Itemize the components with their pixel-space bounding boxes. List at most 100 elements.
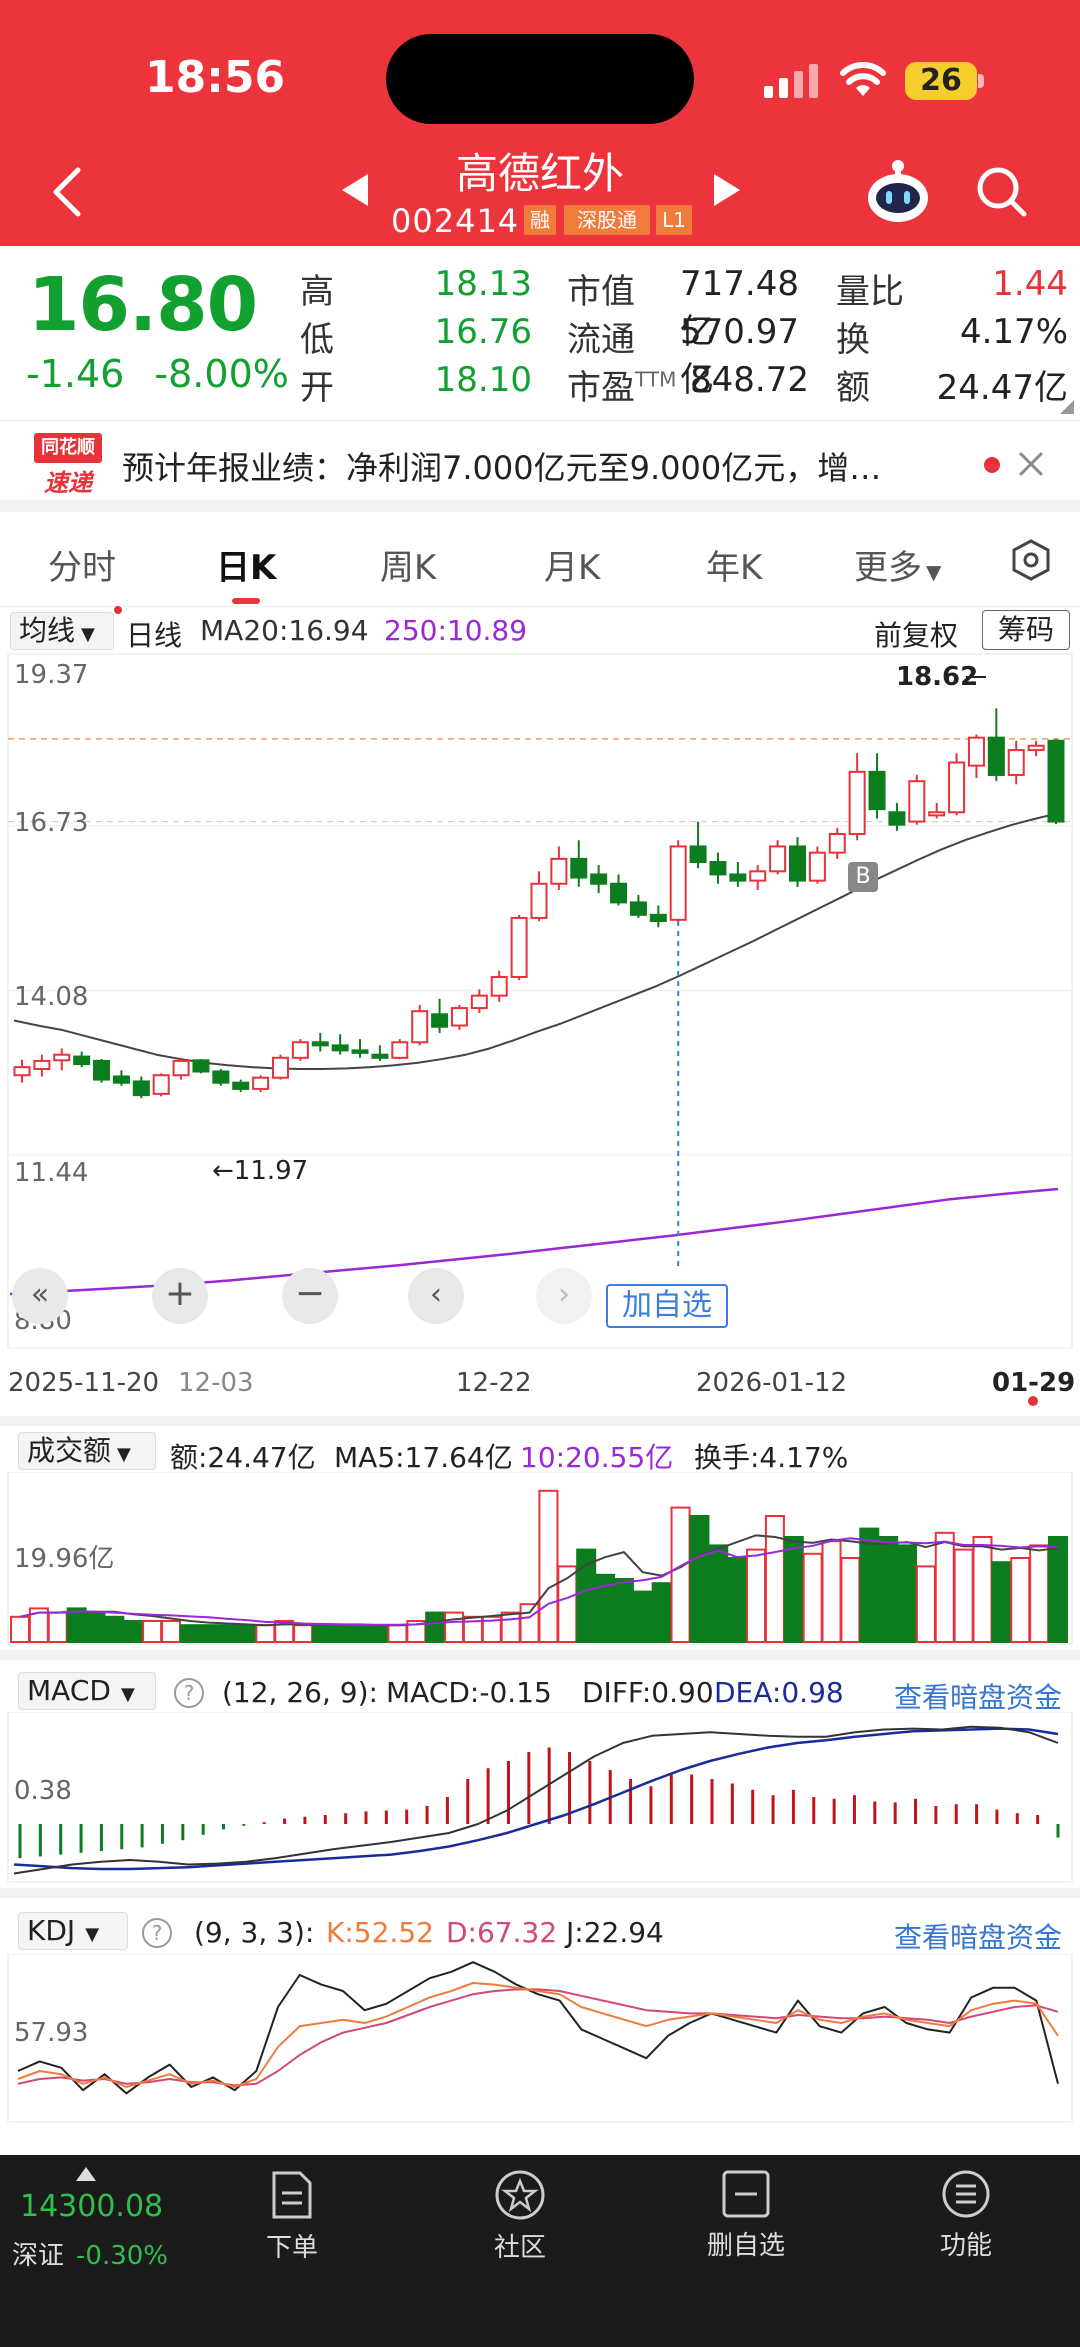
adjust-mode[interactable]: 前复权	[874, 619, 959, 652]
tab-more[interactable]: 更多 ▼	[854, 540, 941, 589]
candle-body	[13, 1066, 31, 1077]
dea-line	[13, 1727, 1059, 1871]
index-name[interactable]: 深证 -0.30%	[12, 2235, 168, 2272]
help-icon[interactable]: ?	[174, 1678, 204, 1708]
kdj-selector[interactable]: KDJ ▼	[18, 1912, 128, 1950]
candle-body	[888, 811, 906, 826]
volume-bar	[859, 1527, 880, 1643]
news-text[interactable]: 预计年报业绩：净利润7.000亿元至9.000亿元，增…	[122, 449, 882, 487]
next-stock-icon[interactable]	[712, 172, 742, 208]
index-change: -0.30%	[76, 2241, 168, 2271]
max-price-label: 18.62	[896, 662, 979, 692]
kline-chart[interactable]	[0, 650, 1080, 1360]
candle-body	[828, 833, 846, 854]
candle-body	[371, 1053, 389, 1059]
candle-body	[73, 1055, 91, 1066]
low-value: 16.76	[434, 312, 532, 352]
candle-body	[948, 761, 966, 814]
candle-body	[192, 1059, 210, 1073]
candle-body	[152, 1074, 170, 1095]
float-label: 流通	[567, 320, 635, 360]
news-ticker[interactable]: 同花顺 速递 预计年报业绩：净利润7.000亿元至9.000亿元，增…	[0, 420, 1080, 512]
high-label: 高	[300, 272, 334, 312]
macd-selector[interactable]: MACD ▼	[18, 1672, 156, 1710]
y-label-3: 14.08	[14, 982, 89, 1012]
scroll-left-icon[interactable]: ‹	[408, 1268, 464, 1324]
nav-remove-watchlist[interactable]: 删自选	[666, 2155, 826, 2262]
add-watchlist-button[interactable]: 加自选	[606, 1284, 728, 1328]
dark-pool-link[interactable]: 查看暗盘资金	[894, 1681, 1063, 1714]
volume-bar	[123, 1620, 144, 1643]
candle-body	[629, 901, 647, 916]
indicator-selector[interactable]: 均线 ▼	[10, 612, 114, 650]
volume-bar	[500, 1611, 521, 1644]
candle-body	[291, 1041, 309, 1059]
unread-dot	[984, 457, 1000, 473]
y-label-4: 11.44	[14, 1158, 89, 1188]
tab-monthly-k[interactable]: 月K	[544, 548, 601, 588]
chart-frame	[7, 1954, 1073, 2123]
volume-bar	[47, 1611, 68, 1644]
volume-selector[interactable]: 成交额 ▼	[18, 1432, 156, 1470]
tab-weekly-k[interactable]: 周K	[380, 548, 437, 588]
candle-body	[431, 1013, 449, 1028]
volume-turnover: 换手:4.17%	[694, 1441, 849, 1474]
pe-label-text: 市盈	[567, 368, 635, 408]
volume-bar	[632, 1590, 653, 1643]
volume-bar	[915, 1565, 936, 1643]
index-value[interactable]: 14300.08	[20, 2189, 164, 2224]
amount-value: 24.47亿	[936, 368, 1068, 408]
tab-daily-k[interactable]: 日K	[216, 548, 277, 588]
dropdown-icon: ▼	[926, 560, 942, 584]
scroll-right-icon[interactable]: ›	[536, 1268, 592, 1324]
search-icon[interactable]	[976, 166, 1028, 218]
nav-order[interactable]: 下单	[212, 2155, 372, 2264]
zoom-in-icon[interactable]: +	[152, 1268, 208, 1324]
zoom-out-icon[interactable]: −	[282, 1268, 338, 1324]
macd-chart[interactable]	[0, 1712, 1080, 1884]
tab-yearly-k[interactable]: 年K	[706, 548, 763, 588]
section-divider	[0, 1650, 1080, 1660]
section-divider	[0, 1416, 1080, 1426]
volume-bar	[311, 1624, 332, 1643]
remove-watchlist-icon	[722, 2170, 770, 2218]
volume-bar	[972, 1536, 993, 1643]
expand-corner-icon[interactable]	[1060, 400, 1074, 414]
candle-body	[1047, 739, 1065, 823]
collapse-icon[interactable]: «	[12, 1268, 68, 1324]
close-icon[interactable]	[1018, 451, 1044, 477]
back-icon[interactable]	[50, 166, 84, 218]
kdj-chart[interactable]	[0, 1954, 1080, 2124]
tag-level: L1	[656, 205, 692, 235]
period-label: 日线	[126, 619, 183, 652]
candle-body	[749, 870, 767, 882]
y-label-2: 16.73	[14, 808, 89, 838]
candle-body	[530, 882, 548, 919]
candle-body	[172, 1059, 190, 1077]
help-icon[interactable]: ?	[142, 1918, 172, 1948]
volume-ma5: MA5:17.64亿	[334, 1441, 513, 1474]
volume-chart[interactable]	[0, 1472, 1080, 1646]
volume-amount: 额:24.47亿	[170, 1441, 316, 1474]
volume-bar	[651, 1582, 672, 1643]
prev-stock-icon[interactable]	[340, 172, 370, 208]
volume-bar	[330, 1624, 351, 1643]
nav-community[interactable]: 社区	[440, 2155, 600, 2264]
chips-button[interactable]: 筹码	[982, 610, 1070, 650]
wifi-icon	[840, 62, 886, 96]
nav-functions[interactable]: 功能	[886, 2155, 1046, 2262]
change-value: -1.46	[26, 352, 125, 396]
chart-frame	[7, 653, 1073, 1349]
macd-params: (12, 26, 9):	[222, 1676, 378, 1709]
robot-assistant-icon[interactable]	[864, 158, 932, 224]
candle-body	[729, 873, 747, 882]
volume-bar	[1029, 1544, 1050, 1643]
buy-marker[interactable]: B	[848, 862, 878, 892]
volume-bar	[1010, 1557, 1031, 1643]
settings-hexagon-icon[interactable]	[1010, 538, 1052, 582]
dark-pool-link[interactable]: 查看暗盘资金	[894, 1921, 1063, 1954]
candle-body	[928, 811, 946, 817]
candle-body	[351, 1049, 369, 1054]
candle-body	[212, 1070, 230, 1084]
tab-intraday[interactable]: 分时	[48, 548, 116, 588]
